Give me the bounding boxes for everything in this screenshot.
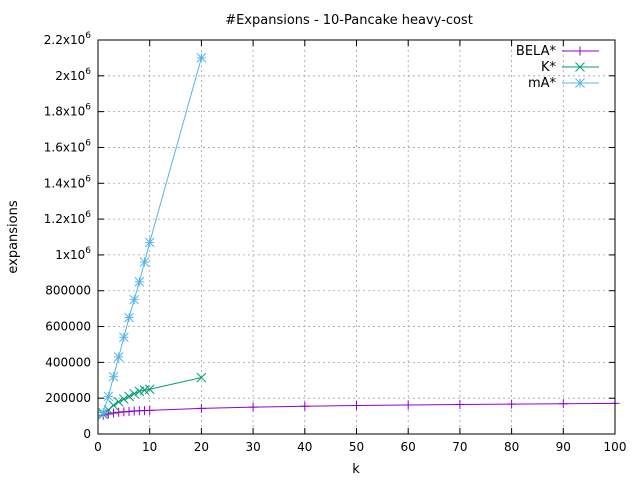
legend-item-bela: BELA* [516, 44, 599, 59]
data-point-ma [139, 257, 150, 267]
data-point-k [196, 372, 207, 383]
legend-label-ma: mA* [528, 76, 557, 91]
y-tick-label: 2x106 [55, 67, 91, 83]
x-tick-label: 60 [401, 440, 416, 454]
y-axis-title: expansions [6, 200, 21, 273]
y-tick-label: 800000 [45, 284, 91, 298]
y-tick-label: 400000 [45, 355, 91, 369]
data-point-ma [124, 312, 134, 323]
data-point-k [108, 400, 119, 411]
series-line-ma [102, 57, 202, 413]
y-tick-label: 200000 [45, 391, 91, 405]
x-tick-label: 50 [349, 440, 364, 454]
data-point-ma [144, 237, 155, 248]
data-point-ma [196, 53, 207, 63]
data-point-bela [145, 405, 155, 415]
data-point-bela [403, 400, 413, 410]
x-tick-label: 70 [452, 440, 467, 454]
x-tick-label: 100 [604, 440, 627, 454]
data-point-bela [507, 399, 517, 409]
legend-item-k: K* [541, 60, 599, 75]
legend-label-k: K* [541, 60, 557, 75]
y-tick-label: 600000 [45, 320, 91, 334]
data-point-ma [98, 407, 109, 418]
y-tick-label: 2.2x106 [44, 31, 91, 47]
data-point-bela [114, 407, 124, 417]
data-point-bela [248, 402, 258, 412]
data-point-ma [113, 352, 124, 362]
x-tick-label: 90 [556, 440, 571, 454]
data-point-k [144, 384, 155, 395]
x-tick-label: 40 [297, 440, 312, 454]
data-point-ma [118, 332, 129, 343]
data-point-k [118, 394, 129, 404]
legend-label-bela: BELA* [516, 44, 557, 59]
y-tick-label: 0 [83, 427, 91, 441]
data-point-bela [196, 403, 206, 413]
data-point-ma [129, 294, 140, 305]
y-tick-label: 1.4x106 [44, 174, 91, 190]
data-point-bela [352, 401, 361, 411]
legend-marker-k [575, 62, 585, 72]
x-axis-title: k [352, 462, 360, 477]
x-tick-label: 30 [245, 440, 260, 454]
y-tick-label: 1.2x106 [44, 210, 91, 226]
data-point-k [113, 396, 124, 407]
data-point-bela [455, 399, 465, 409]
grid [98, 40, 615, 434]
data-point-k [129, 388, 140, 399]
data-point-ma [134, 276, 145, 287]
series-k [98, 372, 207, 420]
y-tick-label: 1x106 [55, 246, 91, 262]
series-ma [98, 53, 207, 418]
data-point-ma [103, 391, 114, 402]
x-tick-label: 80 [504, 440, 519, 454]
legend-marker-ma [575, 78, 585, 88]
data-point-bela [109, 408, 119, 418]
data-point-bela [103, 409, 113, 419]
y-tick-label: 1.8x106 [44, 103, 91, 119]
axes: 0 10 20 30 40 50 60 70 80 90 100 0 200000 400000 60000… [44, 31, 627, 454]
legend: BELA*K*mA* [516, 44, 599, 91]
data-point-k [124, 391, 134, 402]
data-point-ma [108, 371, 119, 382]
x-tick-label: 20 [194, 440, 209, 454]
x-tick-label: 10 [142, 440, 157, 454]
x-tick-label: 0 [94, 440, 102, 454]
data-point-bela [300, 401, 310, 411]
legend-marker-bela [575, 46, 585, 56]
data-point-bela [558, 399, 568, 409]
series-layer [98, 53, 620, 420]
series-bela [98, 398, 620, 420]
chart-title: #Expansions - 10-Pancake heavy-cost [225, 13, 473, 28]
y-tick-label: 1.6x106 [44, 138, 91, 154]
legend-item-ma: mA* [528, 76, 599, 91]
